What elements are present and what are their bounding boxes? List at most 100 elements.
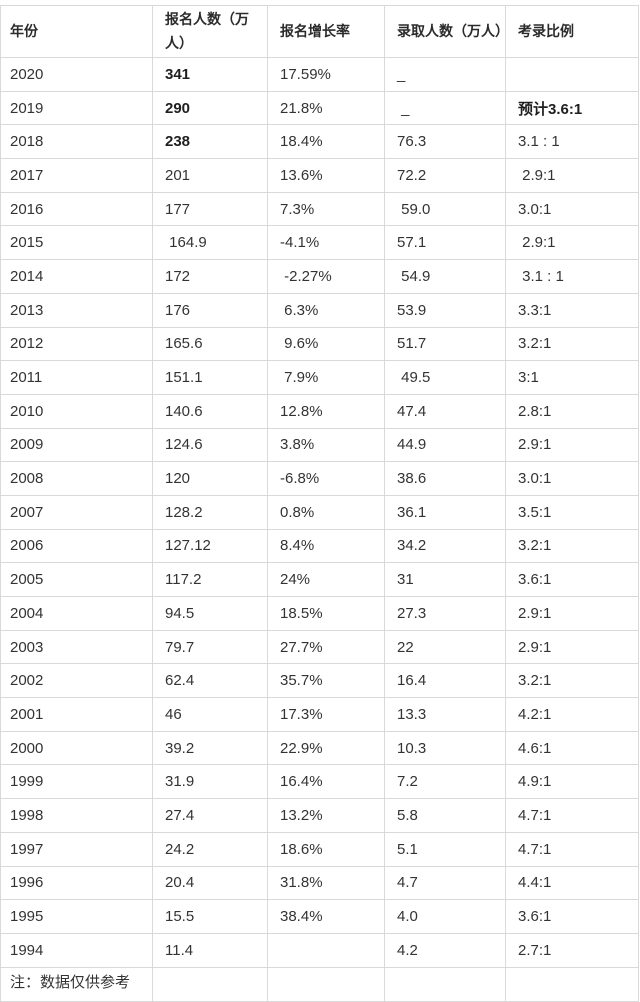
cell-growth: -2.27% — [267, 259, 385, 294]
cell-ratio: 2.9:1 — [505, 427, 639, 463]
cell-year: 2007 — [0, 494, 153, 530]
cell-ratio: 3.0:1 — [505, 461, 639, 496]
table-row: 2016 177 7.3% 59.0 3.0:1 — [0, 191, 639, 227]
table-row: 2013 176 6.3% 53.9 3.3:1 — [0, 292, 639, 328]
cell-growth: 9.6% — [267, 326, 385, 362]
cell-admitted: 54.9 — [384, 259, 506, 294]
table-row: 2002 62.4 35.7% 16.4 3.2:1 — [0, 663, 639, 699]
cell-year: 1994 — [0, 932, 153, 968]
cell-ratio: 预计3.6:1 — [505, 90, 639, 126]
cell-ratio: 4.7:1 — [505, 831, 639, 867]
cell-year: 2020 — [0, 57, 153, 92]
cell-applicants: 151.1 — [152, 360, 268, 395]
header-ratio: 考录比例 — [505, 5, 639, 58]
table-row: 2019 290 21.8% _ 预计3.6:1 — [0, 90, 639, 126]
table-body: 2020 341 17.59% _ 2019 290 21.8% _ 预计3.6:1 2018 2… — [0, 57, 639, 1002]
table-row: 1995 15.5 38.4% 4.0 3.6:1 — [0, 899, 639, 934]
cell-applicants: 177 — [152, 191, 268, 227]
table-row: 2005 117.2 24% 31 3.6:1 — [0, 562, 639, 597]
cell-year: 1999 — [0, 764, 153, 800]
cell-year: 1995 — [0, 899, 153, 934]
table-row: 2008 120 -6.8% 38.6 3.0:1 — [0, 461, 639, 496]
cell-ratio: 4.4:1 — [505, 865, 639, 901]
cell-year: 2009 — [0, 427, 153, 463]
cell-growth: 17.3% — [267, 697, 385, 732]
cell-ratio: 3.6:1 — [505, 562, 639, 597]
cell-growth: 13.2% — [267, 798, 385, 833]
cell-growth: 21.8% — [267, 90, 385, 126]
cell-applicants: 165.6 — [152, 326, 268, 362]
table-row: 2018 238 18.4% 76.3 3.1 : 1 — [0, 124, 639, 160]
cell-year: 2005 — [0, 562, 153, 597]
cell-admitted: 44.9 — [384, 427, 506, 463]
note-row: 注：数据仅供参考 — [0, 966, 639, 1002]
table-note: 注：数据仅供参考 — [0, 966, 153, 1002]
cell-ratio: 4.7:1 — [505, 798, 639, 833]
cell-ratio: 3.1 : 1 — [505, 259, 639, 294]
cell-ratio: 3:1 — [505, 360, 639, 395]
cell-admitted: 72.2 — [384, 158, 506, 193]
header-applicants: 报名人数（万人） — [152, 5, 268, 58]
cell-admitted: _ — [384, 90, 506, 126]
cell-admitted: 34.2 — [384, 528, 506, 564]
cell-applicants: 140.6 — [152, 393, 268, 429]
table-header: 年份 报名人数（万人） 报名增长率 录取人数（万人） 考录比例 — [0, 5, 639, 58]
cell-growth: 22.9% — [267, 730, 385, 766]
cell-applicants: 27.4 — [152, 798, 268, 833]
cell-applicants: 39.2 — [152, 730, 268, 766]
table-row: 2012 165.6 9.6% 51.7 3.2:1 — [0, 326, 639, 362]
cell-year: 2003 — [0, 629, 153, 665]
cell-admitted: 7.2 — [384, 764, 506, 800]
cell-applicants: 11.4 — [152, 932, 268, 968]
cell-applicants: 238 — [152, 124, 268, 160]
cell-growth — [267, 932, 385, 968]
cell-ratio: 3.0:1 — [505, 191, 639, 227]
cell-admitted: 4.2 — [384, 932, 506, 968]
cell-growth: 0.8% — [267, 494, 385, 530]
cell-growth: 35.7% — [267, 663, 385, 699]
cell-ratio: 2.9:1 — [505, 596, 639, 631]
header-growth: 报名增长率 — [267, 5, 385, 58]
cell-applicants: 127.12 — [152, 528, 268, 564]
cell-admitted: 5.8 — [384, 798, 506, 833]
cell-admitted: 13.3 — [384, 697, 506, 732]
cell-ratio: 3.2:1 — [505, 663, 639, 699]
cell-ratio: 2.7:1 — [505, 932, 639, 968]
table-row: 2020 341 17.59% _ — [0, 57, 639, 92]
cell-applicants: 124.6 — [152, 427, 268, 463]
cell-admitted: 4.0 — [384, 899, 506, 934]
cell-year: 2001 — [0, 697, 153, 732]
cell-admitted: 38.6 — [384, 461, 506, 496]
cell-growth: -4.1% — [267, 225, 385, 261]
cell-admitted: 59.0 — [384, 191, 506, 227]
cell-applicants: 117.2 — [152, 562, 268, 597]
cell-admitted: 49.5 — [384, 360, 506, 395]
cell-applicants: 120 — [152, 461, 268, 496]
cell-admitted: 57.1 — [384, 225, 506, 261]
cell-year: 2016 — [0, 191, 153, 227]
cell-growth: 8.4% — [267, 528, 385, 564]
header-admitted: 录取人数（万人） — [384, 5, 506, 58]
cell-growth: 12.8% — [267, 393, 385, 429]
table-row: 2006 127.12 8.4% 34.2 3.2:1 — [0, 528, 639, 564]
cell-admitted: 36.1 — [384, 494, 506, 530]
cell-year: 2011 — [0, 360, 153, 395]
cell-ratio: 3.1 : 1 — [505, 124, 639, 160]
cell-admitted: 5.1 — [384, 831, 506, 867]
cell-year: 2015 — [0, 225, 153, 261]
cell-year: 2019 — [0, 90, 153, 126]
cell-ratio: 2.9:1 — [505, 158, 639, 193]
cell-applicants: 290 — [152, 90, 268, 126]
cell-year: 2004 — [0, 596, 153, 631]
table-row: 2014 172 -2.27% 54.9 3.1 : 1 — [0, 259, 639, 294]
cell-ratio: 4.2:1 — [505, 697, 639, 732]
cell-admitted: 47.4 — [384, 393, 506, 429]
note-empty-cell — [384, 966, 506, 1002]
cell-year: 2010 — [0, 393, 153, 429]
cell-growth: 16.4% — [267, 764, 385, 800]
cell-admitted: 51.7 — [384, 326, 506, 362]
cell-year: 2008 — [0, 461, 153, 496]
table-row: 2007 128.2 0.8% 36.1 3.5:1 — [0, 494, 639, 530]
table-row: 2001 46 17.3% 13.3 4.2:1 — [0, 697, 639, 732]
cell-applicants: 15.5 — [152, 899, 268, 934]
